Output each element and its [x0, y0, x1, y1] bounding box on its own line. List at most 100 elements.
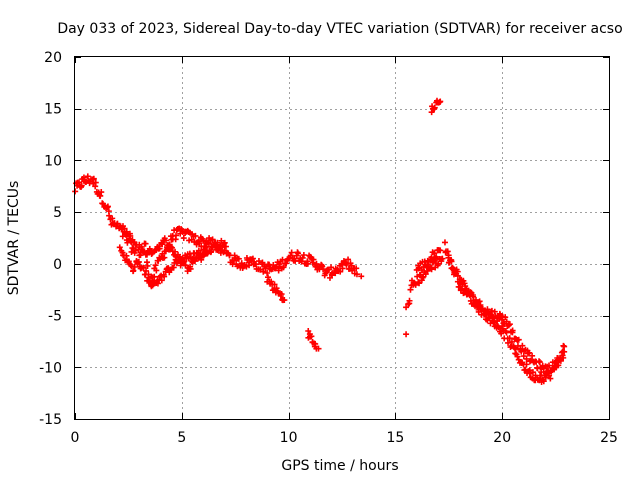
y-axis-label: SDTVAR / TECUs — [6, 181, 22, 296]
data-point — [288, 249, 295, 256]
data-point — [140, 264, 147, 271]
data-point — [268, 278, 275, 285]
data-point — [561, 343, 568, 350]
data-point — [192, 232, 199, 239]
data-point — [337, 268, 344, 275]
data-point — [109, 215, 116, 222]
data-point — [72, 188, 79, 195]
data-point — [98, 189, 105, 196]
y-tick-label: 20 — [44, 50, 62, 66]
data-point — [345, 256, 352, 263]
data-point — [439, 255, 446, 262]
data-point — [437, 98, 444, 105]
data-point — [264, 274, 271, 281]
data-point — [90, 175, 97, 182]
data-point — [299, 254, 306, 261]
data-point — [219, 243, 226, 250]
data-point — [315, 345, 322, 352]
data-point — [462, 287, 469, 294]
data-point — [415, 279, 422, 286]
data-point — [407, 286, 414, 293]
data-point — [305, 328, 312, 335]
x-tick-label: 0 — [71, 430, 80, 446]
data-point — [106, 212, 113, 219]
data-point — [92, 179, 99, 186]
data-point — [255, 258, 262, 265]
data-point — [488, 307, 495, 314]
data-point — [500, 320, 507, 327]
y-tick-label: 10 — [44, 153, 62, 169]
data-point — [498, 330, 505, 337]
data-point — [300, 252, 307, 259]
data-point — [235, 255, 242, 262]
data-point — [353, 265, 360, 272]
data-point — [152, 262, 159, 269]
data-point — [445, 252, 452, 259]
y-tick-label: -5 — [48, 309, 62, 325]
data-point — [515, 336, 522, 343]
data-point — [187, 265, 194, 272]
data-point — [529, 369, 536, 376]
data-point — [280, 264, 287, 271]
data-points — [72, 97, 568, 386]
data-point — [153, 267, 160, 274]
data-point — [441, 239, 448, 246]
data-point — [287, 252, 294, 259]
data-point — [130, 267, 137, 274]
data-point — [162, 248, 169, 255]
data-point — [114, 220, 121, 227]
data-point — [477, 301, 484, 308]
data-point — [502, 314, 509, 321]
data-point — [140, 248, 147, 255]
data-point — [339, 265, 346, 272]
data-point — [259, 259, 266, 266]
x-axis-label: GPS time / hours — [281, 458, 398, 474]
data-point — [134, 259, 141, 266]
y-tick-label: -15 — [39, 412, 62, 428]
data-point — [304, 260, 311, 267]
data-point — [214, 246, 221, 253]
data-point — [146, 245, 153, 252]
data-point — [298, 258, 305, 265]
data-point — [196, 240, 203, 247]
data-point — [403, 304, 410, 311]
data-point — [422, 271, 429, 278]
data-point — [353, 271, 360, 278]
data-point — [145, 271, 152, 278]
data-point — [121, 225, 128, 232]
data-point — [308, 333, 315, 340]
data-point — [328, 264, 335, 271]
data-point — [310, 256, 317, 263]
data-point — [557, 357, 564, 364]
data-point — [116, 244, 123, 251]
data-point — [156, 245, 163, 252]
x-tick-label: 10 — [280, 430, 298, 446]
data-point — [270, 262, 277, 269]
data-point — [428, 109, 435, 116]
data-point — [104, 203, 111, 210]
plot-frame — [74, 56, 610, 420]
data-point — [273, 285, 280, 292]
x-tick-label: 5 — [177, 430, 186, 446]
data-point — [509, 327, 516, 334]
data-point — [249, 255, 256, 262]
data-point — [264, 270, 271, 277]
data-point — [151, 273, 158, 280]
chart-title: Day 033 of 2023, Sidereal Day-to-day VTE… — [57, 21, 622, 37]
data-point — [271, 281, 278, 288]
data-point — [495, 324, 502, 331]
data-point — [526, 349, 533, 356]
y-tick-label: 5 — [53, 205, 62, 221]
data-point — [448, 258, 455, 265]
data-point — [555, 362, 562, 369]
data-point — [519, 342, 526, 349]
data-point — [518, 348, 525, 355]
data-point — [226, 252, 233, 259]
data-point — [159, 241, 166, 248]
data-point — [523, 361, 530, 368]
data-point — [538, 369, 545, 376]
data-point — [536, 359, 543, 366]
x-tick-label: 20 — [493, 430, 511, 446]
data-point — [161, 254, 168, 261]
